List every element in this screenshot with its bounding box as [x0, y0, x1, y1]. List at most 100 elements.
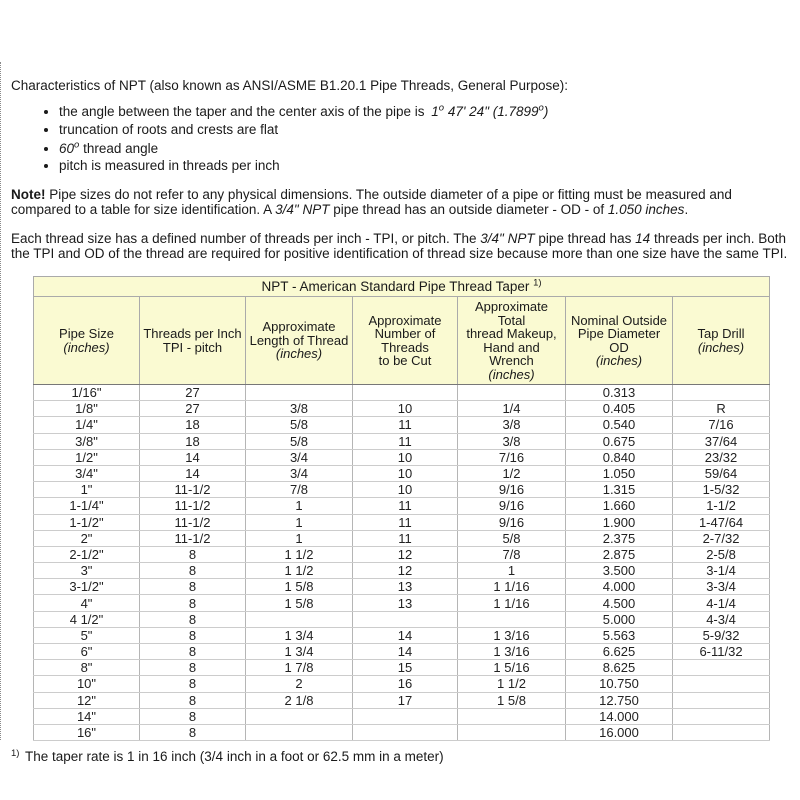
table-cell: 3.500	[565, 562, 673, 580]
table-cell: 8"	[33, 659, 140, 677]
table-cell: 2 1/8	[245, 691, 353, 709]
table-cell: 14	[352, 642, 458, 661]
table-row: 1/16" 27 0.313	[33, 383, 771, 402]
table-cell: 16.000	[565, 723, 673, 742]
table-cell: 2-5/8	[671, 545, 771, 564]
table-cell: 8.625	[565, 659, 673, 677]
table-cell: 3-1/4	[671, 562, 771, 580]
table-cell: R	[671, 400, 771, 418]
tpi-paragraph: Each thread size has a defined number of…	[11, 231, 788, 261]
table-cell: 10	[352, 400, 458, 418]
table-cell: 18	[139, 416, 246, 434]
table-cell: 8	[139, 691, 246, 709]
table-cell: 1 3/4	[245, 642, 353, 661]
table-cell: 1.660	[565, 497, 673, 515]
list-item-angle: the angle between the taper and the cent…	[59, 102, 792, 119]
table-cell: 5-9/32	[671, 626, 771, 645]
table-cell: 1/2"	[33, 448, 140, 466]
table-cell: 7/8	[245, 481, 353, 499]
table-cell: 27	[139, 383, 246, 402]
table-cell: 3/8	[457, 432, 566, 450]
table-cell: 0.540	[565, 416, 673, 434]
table-cell: 7/16	[457, 448, 566, 466]
column-header: Tap Drill (inches)	[671, 296, 771, 385]
table-cell: 10"	[33, 675, 140, 693]
table-cell: 10	[352, 448, 458, 466]
table-cell: 16"	[33, 723, 140, 742]
table-cell: 1	[245, 497, 353, 515]
table-row: 1/2" 14 3/4 10 7/16 0.840 23/32	[33, 448, 771, 466]
table-row: 1/4" 18 5/8 11 3/8 0.540 7/16	[33, 416, 771, 434]
table-cell: 1/16"	[33, 383, 140, 402]
table-cell: 4.500	[565, 594, 673, 612]
table-cell: 8	[139, 626, 246, 645]
list-item-pitch: pitch is measured in threads per inch	[59, 158, 792, 173]
table-cell: 6.625	[565, 642, 673, 661]
table-row: 3-1/2" 8 1 5/8 13 1 1/16 4.000 3-3/4	[33, 578, 771, 596]
table-cell	[457, 723, 566, 742]
table-cell: 11	[352, 513, 458, 531]
angle-value: 1o 47' 24" (1.7899o)	[431, 102, 549, 119]
table-cell: 5/8	[245, 416, 353, 434]
table-cell: 11	[352, 497, 458, 515]
table-cell: 3/8	[457, 416, 566, 434]
table-cell: 8	[139, 675, 246, 693]
table-row: 1-1/2" 11-1/2 1 11 9/16 1.900 1-47/64	[33, 513, 771, 531]
table-cell: 3/4	[245, 464, 353, 483]
table-cell: 11	[352, 432, 458, 450]
table-cell: 1-1/2"	[33, 513, 140, 531]
table-row: 4" 8 1 5/8 13 1 1/16 4.500 4-1/4	[33, 594, 771, 612]
table-cell: 11	[352, 529, 458, 547]
bullet-text: thread angle	[79, 140, 159, 156]
note-label: Note!	[11, 187, 46, 202]
column-header: Approximate Total thread Makeup, Hand and …	[457, 296, 566, 385]
table-cell: 1 1/16	[457, 594, 566, 612]
table-cell: 12	[352, 545, 458, 564]
table-row: 12" 8 2 1/8 17 1 5/8 12.750	[33, 691, 771, 709]
table-cell: 9/16	[457, 481, 566, 499]
table-cell: 11-1/2	[139, 497, 246, 515]
table-cell	[671, 383, 771, 402]
bullet-text: the angle between the taper and the cent…	[59, 104, 429, 119]
table-cell: 1-5/32	[671, 481, 771, 499]
table-cell: 12"	[33, 691, 140, 709]
table-cell: 2.875	[565, 545, 673, 564]
table-cell: 8	[139, 545, 246, 564]
table-cell: 37/64	[671, 432, 771, 450]
table-cell: 6-11/32	[671, 642, 771, 661]
table-cell: 1 5/8	[457, 691, 566, 709]
table-row: 16" 8 16.000	[33, 723, 771, 742]
table-cell	[245, 610, 353, 628]
table-cell: 12	[352, 562, 458, 580]
table-cell: 16	[352, 675, 458, 693]
column-header: Approximate Length of Thread (inches)	[245, 296, 353, 385]
table-cell: 11-1/2	[139, 513, 246, 531]
table-cell: 8	[139, 707, 246, 725]
table-cell: 6"	[33, 642, 140, 661]
document-page: Characteristics of NPT (also known as AN…	[0, 62, 800, 764]
table-cell: 59/64	[671, 464, 771, 483]
table-cell: 8	[139, 723, 246, 742]
table-cell: 1-47/64	[671, 513, 771, 531]
table-cell: 11	[352, 416, 458, 434]
footnote: 1) The taper rate is 1 in 16 inch (3/4 i…	[11, 747, 444, 765]
table-cell: 7/16	[671, 416, 771, 434]
table-cell: 0.313	[565, 383, 673, 402]
table-cell: 1	[457, 562, 566, 580]
table-cell: 18	[139, 432, 246, 450]
table-cell: 2-7/32	[671, 529, 771, 547]
column-header: Approximate Number of Threads to be Cut	[352, 296, 458, 385]
table-cell: 17	[352, 691, 458, 709]
table-cell: 14.000	[565, 707, 673, 725]
table-cell: 2"	[33, 529, 140, 547]
table-cell: 1	[245, 529, 353, 547]
table-cell: 14	[139, 448, 246, 466]
table-cell: 10	[352, 464, 458, 483]
table-cell: 1-1/4"	[33, 497, 140, 515]
table-cell: 3/8	[245, 400, 353, 418]
table-cell: 0.405	[565, 400, 673, 418]
table-cell	[457, 707, 566, 725]
table-row: 14" 8 14.000	[33, 707, 771, 725]
table-cell: 10.750	[565, 675, 673, 693]
column-header: Threads per Inch TPI - pitch	[139, 296, 246, 385]
